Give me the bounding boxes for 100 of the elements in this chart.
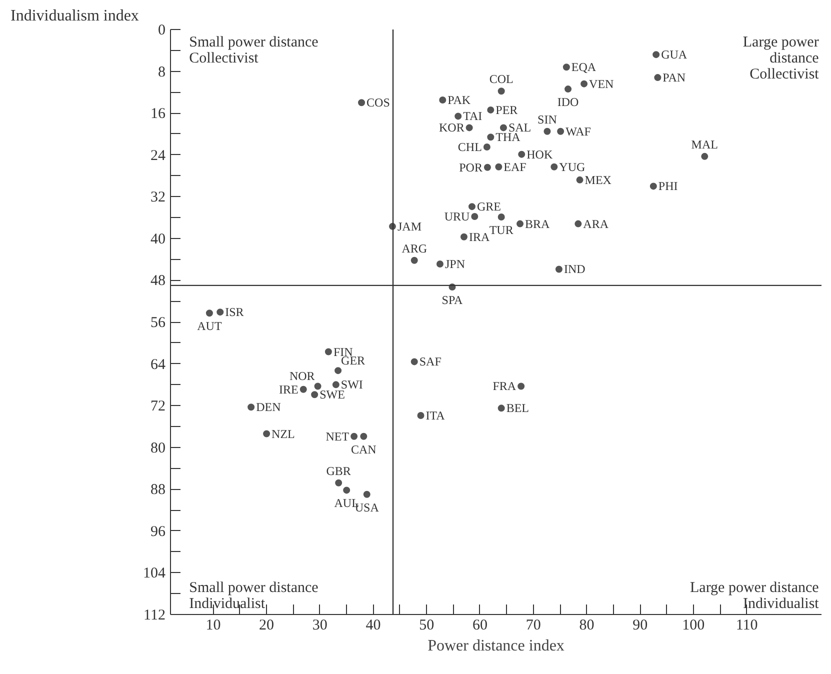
annotation: CAN [351,442,377,456]
annotation: TAI [463,109,482,124]
annotation: WAF [566,124,592,138]
point [363,490,370,498]
annotation: YUG [559,160,586,174]
y-tick-label: 48 [150,273,166,290]
point [248,404,255,411]
point [436,260,444,268]
annotation: FRA [492,379,516,394]
annotation: PER [496,102,518,117]
y-tick-label: 56 [150,315,166,331]
annotation: Large power distance Collectivist [742,34,820,83]
point [518,382,525,390]
y-tick-label: 0 [158,22,166,38]
point [466,124,473,132]
point [332,381,340,388]
annotation: POR [459,160,482,174]
point [550,163,558,170]
x-tick-label: 30 [312,618,328,634]
point [454,112,462,120]
y-tick-label: 88 [150,482,166,498]
y-tick-label: 24 [150,148,166,164]
x-tick-label: 100 [682,618,705,634]
point [495,163,502,170]
x-tick-label: 40 [366,618,381,634]
y-tick-label: 104 [143,566,166,582]
point [487,106,494,114]
y-axis-title: Individualism index [10,8,139,24]
point [652,51,660,58]
annotation: JPN [444,257,466,272]
annotation: GBR [326,464,351,478]
point [334,367,342,374]
annotation: PHI [658,179,678,194]
point [471,212,478,220]
x-tick-label: 70 [526,618,541,634]
annotation: ISR [225,305,244,320]
x-tick-label: 50 [419,618,434,634]
y-tick-label: 8 [158,64,166,80]
point [300,386,307,393]
point [216,308,224,316]
annotation: GRE [476,200,501,214]
annotation: DEN [256,400,282,414]
point [574,220,582,228]
x-tick-label: 60 [472,618,488,634]
annotation: TUR [489,223,514,238]
annotation: EAF [504,160,527,174]
annotation: HOK [526,147,553,162]
point [410,358,418,366]
x-tick-label: 80 [579,618,594,634]
point [460,233,468,240]
x-axis-title: Power distance index [428,638,564,654]
annotation: AUT [197,319,222,334]
point [518,150,526,158]
point [263,430,270,438]
point [314,382,322,390]
point [483,144,490,151]
point [498,404,505,412]
annotation: JAM [397,219,422,234]
point [335,479,342,486]
annotation: VEN [589,76,614,91]
point [650,182,657,190]
point [487,134,494,141]
y-tick-label: 16 [150,106,166,122]
y-tick-label: 96 [150,524,166,540]
y-tick-label: 72 [150,398,166,415]
point [358,99,366,106]
annotation: Small power distance Collectivist [189,34,319,67]
annotation: Large power distance Individualist [690,580,820,612]
point [439,96,446,104]
point [500,124,507,132]
point [557,128,564,135]
annotation: BRA [525,216,550,231]
point [544,128,551,135]
point [576,176,584,184]
point [701,152,708,160]
point [324,348,332,356]
annotation: MAL [691,137,718,152]
point [562,64,570,71]
annotation: PAN [662,70,686,85]
annotation: URU [444,209,470,224]
point [206,310,213,317]
point [555,266,562,273]
annotation: Small power distance Individualist [189,580,319,612]
annotation: NOR [289,369,315,384]
annotation: SAF [419,354,442,369]
annotation: ARG [402,241,428,256]
point [468,203,476,210]
y-tick-label: 112 [144,608,166,624]
point [498,88,505,95]
point [516,220,524,228]
point [410,256,418,264]
annotation: IRA [468,230,490,244]
annotation: IRE [279,382,298,396]
x-tick-label: 10 [206,618,221,634]
y-tick-label: 80 [150,440,166,456]
annotation: IDO [557,95,580,110]
point [564,86,572,93]
annotation: ITA [426,408,446,422]
point [343,486,350,494]
annotation: NZL [272,426,295,441]
